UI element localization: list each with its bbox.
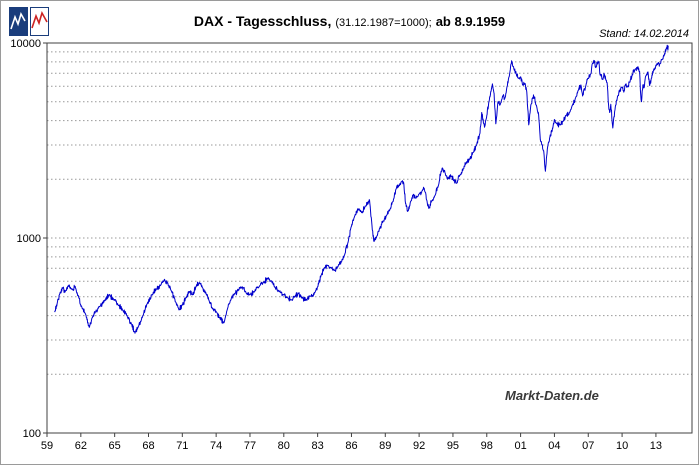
- chart-title-suffix: ab 8.9.1959: [435, 14, 506, 29]
- logo-red-zigzag-icon: [31, 10, 48, 29]
- logo-white-zigzag-icon: [10, 11, 26, 30]
- x-tick-label: 86: [345, 440, 357, 452]
- watermark: Markt-Daten.de: [505, 388, 599, 403]
- x-tick-label: 10: [616, 440, 628, 452]
- y-tick-label: 100: [23, 428, 41, 440]
- markt-daten-logo-icon: [9, 7, 49, 36]
- y-tick-label: 1000: [17, 233, 41, 245]
- x-tick-label: 98: [481, 440, 493, 452]
- chart-title: DAX - Tagesschluss, (31.12.1987=1000); ab …: [1, 13, 698, 31]
- x-tick-label: 13: [650, 440, 662, 452]
- x-tick-label: 77: [244, 440, 256, 452]
- x-tick-label: 83: [312, 440, 324, 452]
- dax-series-line: [54, 44, 669, 334]
- x-tick-label: 65: [109, 440, 121, 452]
- chart-title-note: (31.12.1987=1000);: [335, 17, 432, 29]
- x-tick-label: 80: [278, 440, 290, 452]
- x-tick-label: 01: [514, 440, 526, 452]
- gridlines: [47, 51, 692, 375]
- x-axis-labels: 59 62 65 68 71 74 77 80 83 86 89 92 95 98 01 04 07 10 13: [41, 433, 662, 452]
- x-tick-label: 74: [210, 440, 222, 452]
- x-tick-label: 89: [379, 440, 391, 452]
- y-axis-labels: 10000 1000 100: [10, 38, 47, 440]
- stand-date-label: Stand: 14.02.2014: [599, 28, 689, 40]
- x-tick-label: 68: [142, 440, 154, 452]
- x-tick-label: 59: [41, 440, 53, 452]
- x-tick-label: 07: [582, 440, 594, 452]
- x-tick-label: 92: [413, 440, 425, 452]
- chart-title-main: DAX - Tagesschluss,: [193, 13, 332, 29]
- y-tick-label: 10000: [10, 38, 41, 50]
- x-tick-label: 04: [548, 440, 560, 452]
- x-tick-label: 95: [447, 440, 459, 452]
- x-tick-label: 62: [75, 440, 87, 452]
- x-tick-label: 71: [176, 440, 188, 452]
